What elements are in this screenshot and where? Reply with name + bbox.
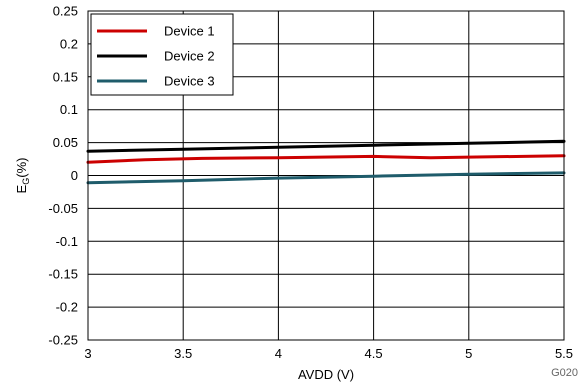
x-tick-label: 3.5 xyxy=(174,346,192,361)
legend: Device 1 Device 2 Device 3 xyxy=(90,13,234,96)
legend-label: Device 1 xyxy=(164,24,215,39)
y-axis-label-suffix: (%) xyxy=(14,158,29,178)
y-tick-label: -0.1 xyxy=(56,234,78,249)
y-tick-label: -0.25 xyxy=(48,333,78,348)
x-tick-labels: 3 3.5 4 4.5 5 5.5 xyxy=(84,346,573,361)
legend-label: Device 2 xyxy=(164,49,215,64)
series-line xyxy=(86,154,566,164)
series-line xyxy=(86,171,566,185)
y-tick-labels: 0.25 0.2 0.15 0.1 0.05 0 -0.05 -0.1 -0.15 -0.2 -0.… xyxy=(48,4,78,348)
y-axis-label-main: E xyxy=(14,184,29,193)
y-tick-label: 0.25 xyxy=(53,4,78,19)
x-tick-label: 5.5 xyxy=(555,346,573,361)
y-tick-label: 0.2 xyxy=(60,36,78,51)
figure-code: G020 xyxy=(551,367,578,379)
x-tick-label: 4 xyxy=(275,346,282,361)
legend-label: Device 3 xyxy=(164,74,215,89)
y-tick-label: 0.15 xyxy=(53,69,78,84)
y-tick-label: -0.05 xyxy=(48,201,78,216)
x-axis-label: AVDD (V) xyxy=(298,367,354,382)
y-tick-label: -0.2 xyxy=(56,300,78,315)
x-tick-label: 5 xyxy=(465,346,472,361)
plot-frame xyxy=(87,10,565,341)
series-lines xyxy=(86,139,566,185)
y-tick-label: 0 xyxy=(71,168,78,183)
y-tick-label: 0.05 xyxy=(53,135,78,150)
y-axis-label-subscript: G xyxy=(21,178,31,185)
series-line xyxy=(86,139,566,153)
x-tick-label: 4.5 xyxy=(365,346,383,361)
y-tick-label: 0.1 xyxy=(60,102,78,117)
y-axis-label: EG(%) xyxy=(14,158,31,194)
y-tick-label: -0.15 xyxy=(48,267,78,282)
x-tick-label: 3 xyxy=(84,346,91,361)
